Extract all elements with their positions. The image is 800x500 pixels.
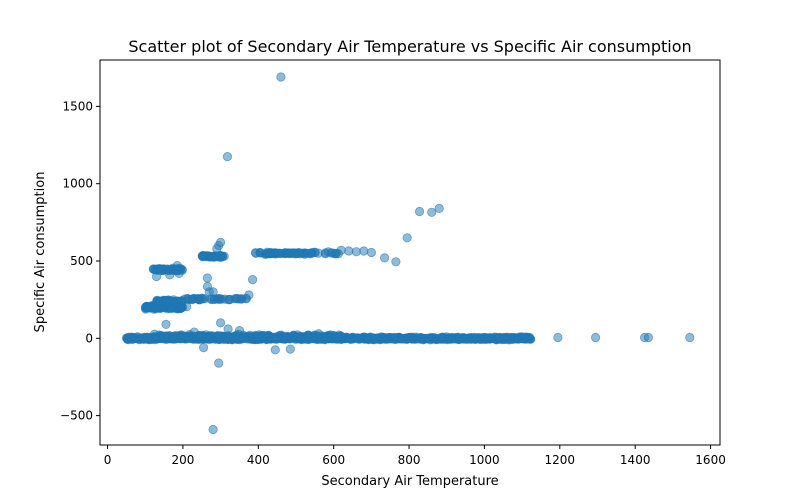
scatter-point bbox=[351, 247, 361, 257]
scatter-point bbox=[434, 203, 444, 213]
scatter-point bbox=[685, 332, 695, 343]
scatter-point bbox=[513, 334, 523, 344]
scatter-point bbox=[222, 152, 232, 162]
scatter-point bbox=[285, 344, 295, 354]
scatter-point bbox=[336, 245, 346, 255]
scatter-point bbox=[402, 233, 412, 243]
x-tick-label: 400 bbox=[247, 453, 270, 467]
y-tick-label: 1000 bbox=[62, 177, 93, 191]
x-tick-label: 1000 bbox=[469, 453, 500, 467]
scatter-point bbox=[161, 319, 171, 329]
scatter-point bbox=[416, 332, 426, 343]
scatter-point bbox=[123, 333, 133, 343]
x-tick-label: 200 bbox=[171, 453, 194, 467]
scatter-point bbox=[273, 248, 283, 258]
scatter-point bbox=[216, 318, 226, 328]
scatter-point bbox=[165, 270, 175, 280]
scatter-point bbox=[234, 325, 245, 336]
scatter-point bbox=[214, 358, 224, 368]
scatter-point bbox=[303, 331, 313, 341]
scatter-point bbox=[182, 301, 192, 312]
scatter-point bbox=[427, 207, 437, 217]
scatter-point bbox=[250, 248, 261, 258]
scatter-point bbox=[258, 330, 268, 340]
scatter-point bbox=[133, 334, 143, 344]
scatter-point bbox=[150, 332, 160, 342]
y-axis: −500 0 500 1000 1500 bbox=[60, 99, 100, 423]
x-tick-label: 600 bbox=[322, 453, 345, 467]
scatter-point bbox=[391, 257, 401, 267]
scatter-point bbox=[359, 246, 369, 256]
scatter-point bbox=[172, 260, 182, 271]
scatter-point bbox=[366, 247, 376, 258]
scatter-point bbox=[189, 327, 199, 337]
scatter-point bbox=[216, 252, 226, 262]
scatter-point bbox=[502, 333, 512, 343]
scatter-point bbox=[284, 248, 294, 258]
scatter-point bbox=[643, 332, 654, 343]
scatter-point bbox=[199, 342, 209, 353]
scatter-point bbox=[270, 345, 280, 355]
scatter-point bbox=[454, 333, 464, 343]
scatter-point bbox=[225, 294, 235, 305]
scatter-point bbox=[590, 332, 601, 343]
x-tick-label: 1600 bbox=[695, 453, 726, 467]
scatter-point bbox=[414, 206, 425, 217]
scatter-point bbox=[161, 296, 172, 307]
x-tick-label: 1200 bbox=[545, 453, 576, 467]
scatter-point bbox=[199, 251, 210, 261]
plot-frame bbox=[99, 59, 721, 446]
scatter-point bbox=[151, 271, 162, 282]
scatter-point bbox=[280, 333, 290, 344]
scatter-point bbox=[313, 248, 323, 258]
scatter-point bbox=[187, 295, 197, 305]
scatter-point bbox=[344, 246, 354, 256]
y-tick-label: 500 bbox=[70, 254, 93, 268]
scatter-point bbox=[213, 331, 223, 341]
scatter-point bbox=[223, 324, 233, 334]
scatter-point bbox=[323, 331, 334, 341]
scatter-point bbox=[553, 332, 563, 343]
scatter-point bbox=[248, 274, 258, 285]
scatter-point bbox=[494, 332, 504, 343]
scatter-point bbox=[345, 333, 355, 344]
points-layer bbox=[121, 72, 695, 435]
scatter-point bbox=[244, 290, 254, 300]
scatter-point bbox=[269, 333, 279, 343]
x-tick-label: 1400 bbox=[620, 453, 651, 467]
y-tick-label: −500 bbox=[60, 409, 93, 423]
scatter-point bbox=[208, 424, 218, 435]
scatter-point bbox=[404, 333, 414, 343]
chart-title: Scatter plot of Secondary Air Temperatur… bbox=[128, 37, 691, 56]
scatter-point bbox=[202, 273, 212, 283]
scatter-point bbox=[371, 333, 382, 344]
scatter-point bbox=[288, 330, 299, 340]
x-tick-label: 0 bbox=[104, 453, 112, 467]
scatter-point bbox=[313, 329, 324, 339]
scatter-point bbox=[161, 331, 171, 341]
y-axis-label: Specific Air consumption bbox=[33, 172, 48, 333]
scatter-point bbox=[153, 296, 163, 306]
scatter-point bbox=[174, 268, 184, 278]
x-axis: 0 200 400 600 800 1000 1200 1400 1600 bbox=[104, 445, 726, 467]
scatter-point bbox=[333, 332, 343, 342]
x-axis-label: Secondary Air Temperature bbox=[321, 474, 498, 489]
y-tick-label: 1500 bbox=[62, 99, 93, 113]
scatter-point bbox=[521, 332, 532, 342]
scatter-point bbox=[362, 334, 372, 344]
scatter-point bbox=[208, 287, 218, 297]
scatter-point bbox=[479, 333, 489, 343]
scatter-point bbox=[471, 333, 481, 343]
x-tick-label: 800 bbox=[398, 453, 421, 467]
scatter-point bbox=[396, 333, 407, 344]
y-tick-label: 0 bbox=[85, 331, 93, 345]
scatter-point bbox=[302, 248, 312, 258]
scatter-point bbox=[379, 253, 390, 263]
scatter-point bbox=[212, 244, 222, 254]
scatter-point bbox=[276, 72, 286, 82]
scatter-point bbox=[323, 247, 333, 257]
scatter-point bbox=[236, 294, 246, 304]
